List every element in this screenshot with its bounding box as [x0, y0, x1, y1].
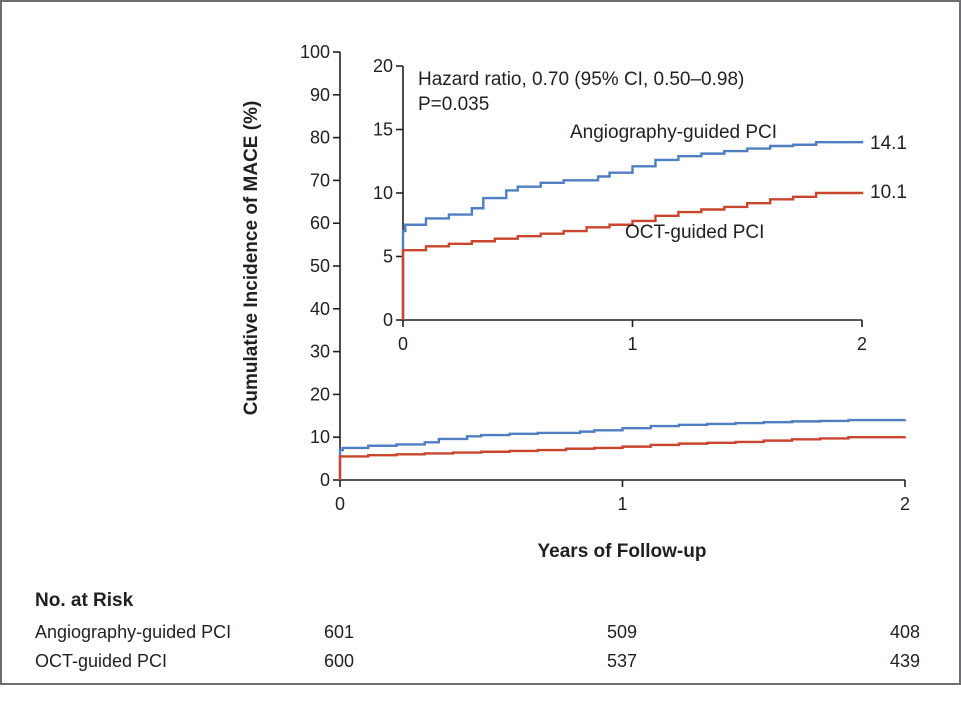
inset-y-tick-label: 20 [373, 56, 393, 76]
main-series-line-angiography [338, 418, 907, 480]
inset-y-tick-label: 5 [383, 247, 393, 267]
risk-value-angiography-0: 601 [324, 622, 354, 642]
inset-x-tick-label: 2 [857, 334, 867, 354]
inset-series-line-oct [401, 191, 864, 320]
main-series-line-oct [338, 436, 907, 480]
main-y-tick-label: 90 [310, 85, 330, 105]
main-y-tick-label: 80 [310, 128, 330, 148]
main-y-tick-label: 40 [310, 299, 330, 319]
inset-series-lines [401, 140, 864, 320]
main-y-tick-label: 20 [310, 384, 330, 404]
p-value-text: P=0.035 [418, 94, 489, 115]
inset-y-tick-label: 10 [373, 183, 393, 203]
main-x-ticks: 0 1 2 [335, 480, 910, 514]
x-axis-title: Years of Follow-up [538, 541, 707, 562]
risk-row-label-oct: OCT-guided PCI [35, 651, 167, 671]
risk-value-oct-1: 537 [607, 651, 637, 671]
series-label-oct: OCT-guided PCI [625, 222, 764, 243]
inset-series-line-angiography [401, 140, 864, 320]
main-y-tick-label: 50 [310, 256, 330, 276]
hazard-ratio-text: Hazard ratio, 0.70 (95% CI, 0.50–0.98) [418, 69, 744, 90]
risk-table-title: No. at Risk [35, 590, 134, 611]
risk-table: No. at Risk Angiography-guided PCI OCT-g… [35, 590, 920, 671]
main-y-tick-label: 0 [320, 470, 330, 490]
main-y-ticks: 0 10 20 30 40 50 60 70 80 90 100 [300, 42, 340, 490]
main-x-tick-label: 2 [900, 494, 910, 514]
main-series-lines [338, 418, 907, 480]
main-y-tick-label: 70 [310, 170, 330, 190]
inset-y-tick-label: 15 [373, 120, 393, 140]
risk-value-oct-0: 600 [324, 651, 354, 671]
risk-value-angiography-2: 408 [890, 622, 920, 642]
main-y-tick-label: 100 [300, 42, 330, 62]
main-y-tick-label: 30 [310, 342, 330, 362]
inset-x-tick-label: 1 [627, 334, 637, 354]
main-x-tick-label: 0 [335, 494, 345, 514]
inset-y-tick-label: 0 [383, 310, 393, 330]
series-label-angiography: Angiography-guided PCI [570, 122, 777, 143]
end-value-oct: 10.1 [870, 182, 907, 203]
end-value-angiography: 14.1 [870, 133, 907, 154]
inset-x-tick-label: 0 [398, 334, 408, 354]
inset-x-ticks: 0 1 2 [398, 320, 867, 354]
y-axis-title: Cumulative Incidence of MACE (%) [241, 101, 262, 416]
risk-value-angiography-1: 509 [607, 622, 637, 642]
inset-y-ticks: 0 5 10 15 20 [373, 56, 403, 330]
risk-row-label-angiography: Angiography-guided PCI [35, 622, 231, 642]
main-y-tick-label: 60 [310, 213, 330, 233]
main-x-tick-label: 1 [617, 494, 627, 514]
main-y-tick-label: 10 [310, 427, 330, 447]
inset-plot: 0 5 10 15 20 0 1 2 Hazard ratio, 0.70 (95% CI,… [373, 56, 907, 354]
risk-value-oct-2: 439 [890, 651, 920, 671]
